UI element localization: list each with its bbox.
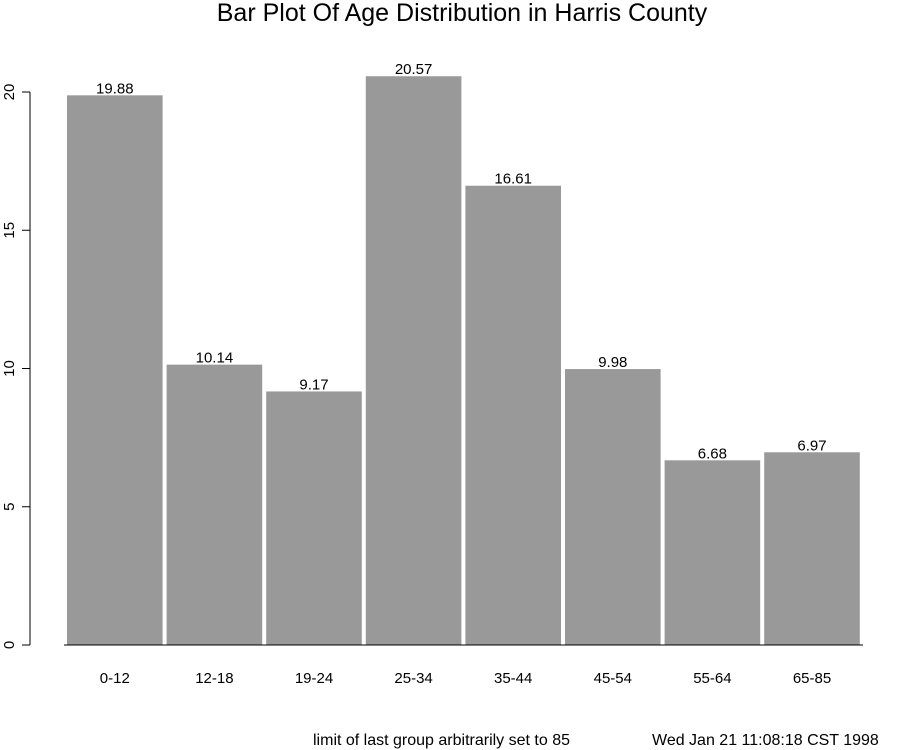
y-tick-label: 10 — [1, 360, 18, 377]
bar-value-label: 10.14 — [196, 350, 234, 367]
y-tick-label: 5 — [1, 503, 18, 511]
x-axis-labels: 0-12 12-18 19-24 25-34 35-44 45-54 55-64 65-85 — [100, 670, 831, 687]
bars-group: 19.88 10.14 9.17 20.57 16.61 9.98 6.68 6.97 — [67, 61, 860, 646]
bar-value-label: 20.57 — [395, 61, 433, 78]
bar — [764, 452, 860, 645]
bar-value-label: 6.68 — [698, 445, 727, 462]
footer-note: limit of last group arbitrarily set to 8… — [313, 732, 570, 749]
x-category-label: 45-54 — [594, 670, 632, 687]
bar — [266, 391, 362, 645]
bar — [166, 364, 263, 645]
bar-value-label: 9.98 — [598, 354, 627, 371]
footer-timestamp: Wed Jan 21 11:08:18 CST 1998 — [652, 732, 879, 749]
bar — [664, 460, 761, 645]
y-tick-label: 0 — [1, 641, 18, 649]
x-category-label: 55-64 — [693, 670, 731, 687]
y-tick-label: 20 — [1, 84, 18, 101]
x-category-label: 12-18 — [195, 670, 233, 687]
bar-value-label: 9.17 — [299, 376, 328, 393]
bar — [67, 95, 163, 646]
x-category-label: 25-34 — [394, 670, 432, 687]
bar-value-label: 6.97 — [797, 437, 826, 454]
bar — [365, 76, 462, 645]
x-category-label: 0-12 — [100, 670, 130, 687]
x-category-label: 19-24 — [295, 670, 333, 687]
x-category-label: 35-44 — [494, 670, 532, 687]
bar — [465, 185, 561, 645]
y-tick-label: 15 — [1, 222, 18, 239]
bar — [565, 369, 661, 645]
x-category-label: 65-85 — [793, 670, 831, 687]
chart-title: Bar Plot Of Age Distribution in Harris C… — [217, 0, 708, 27]
y-axis: 0 5 10 15 20 — [1, 84, 31, 649]
bar-value-label: 19.88 — [96, 80, 134, 97]
bar-value-label: 16.61 — [494, 171, 532, 188]
